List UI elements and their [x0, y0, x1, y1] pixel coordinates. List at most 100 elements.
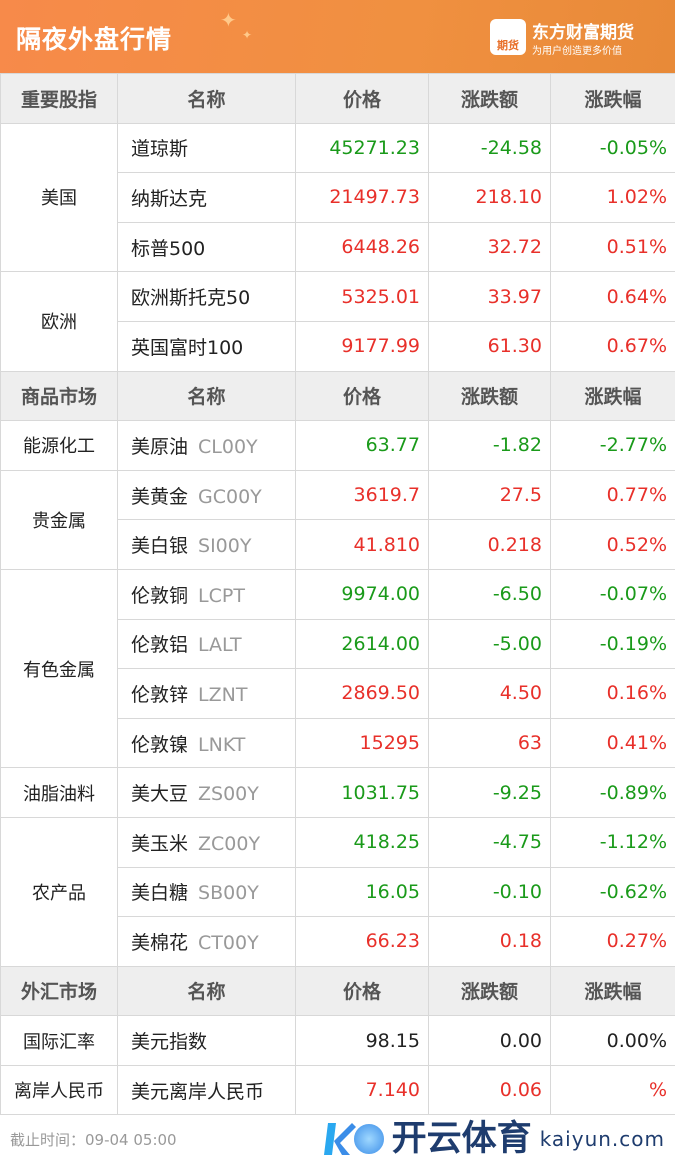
name-text: 伦敦锌 [131, 683, 189, 706]
name-text: 美元指数 [131, 1031, 208, 1054]
instrument-name: 伦敦锌 LZNT [117, 668, 296, 719]
pct-cell: 1.02% [550, 172, 675, 223]
price-cell: 418.25 [295, 816, 429, 868]
table-row[interactable]: 伦敦镍 LNKT 15295 63 0.41% [1, 717, 675, 769]
pct-cell: 0.00% [550, 1015, 675, 1066]
ticker-code: GC00Y [198, 485, 262, 508]
table-row[interactable]: 伦敦铝 LALT 2614.00 -5.00 -0.19% [1, 618, 675, 670]
change-cell: 32.72 [428, 221, 551, 273]
column-header: 价格 [295, 370, 429, 422]
change-cell: -0.10 [428, 866, 551, 918]
instrument-name: 道琼斯 [117, 122, 296, 174]
price-cell: 21497.73 [295, 172, 429, 223]
category-cell: 油脂油料 [0, 767, 118, 818]
change-cell: 0.18 [428, 916, 551, 967]
change-cell: 63 [428, 717, 551, 769]
category-cell: 国际汇率 [0, 1015, 118, 1066]
instrument-name: 标普500 [117, 221, 296, 273]
table-row[interactable]: 油脂油料 美大豆 ZS00Y 1031.75 -9.25 -0.89% [0, 767, 675, 818]
name-text: 标普500 [131, 237, 206, 260]
change-cell: -9.25 [428, 767, 551, 818]
ticker-code: ZS00Y [198, 783, 259, 806]
instrument-name: 伦敦铝 LALT [117, 618, 296, 670]
pct-cell: -0.19% [550, 618, 675, 670]
brand-slogan: 为用户创造更多价值 [532, 46, 622, 57]
pct-cell: 0.77% [550, 469, 675, 521]
table-row[interactable]: 能源化工 美原油 CL00Y 63.77 -1.82 -2.77% [0, 420, 675, 471]
column-header: 重要股指 [0, 73, 118, 124]
pct-cell: -0.89% [550, 767, 675, 818]
table-row[interactable]: 伦敦锌 LZNT 2869.50 4.50 0.16% [1, 668, 675, 719]
section-header-row: 商品市场 名称 价格 涨跌额 涨跌幅 [0, 370, 675, 422]
instrument-name: 纳斯达克 [117, 172, 296, 223]
category-cell: 贵金属 [0, 469, 118, 570]
name-text: 美原油 [131, 435, 189, 458]
price-cell: 3619.7 [295, 469, 429, 521]
pct-cell: -0.05% [550, 122, 675, 174]
column-header: 外汇市场 [0, 965, 118, 1017]
bottom-bar: 截止时间：09-04 05:00 开云体育 kaiyun.com [0, 1115, 675, 1163]
pct-cell: 0.67% [550, 320, 675, 372]
change-cell: 61.30 [428, 320, 551, 372]
section-header-row: 外汇市场 名称 价格 涨跌额 涨跌幅 [0, 965, 675, 1017]
column-header: 涨跌额 [428, 73, 551, 124]
watermark-en: kaiyun.com [539, 1127, 665, 1152]
cutoff-time: 截止时间：09-04 05:00 [10, 1130, 177, 1149]
header-banner: 隔夜外盘行情 ✦ ✦ 期货 东方财富期货 为用户创造更多价值 [0, 0, 675, 73]
name-text: 伦敦铝 [131, 634, 189, 657]
page-title: 隔夜外盘行情 [16, 25, 173, 54]
table-row[interactable]: 美白银 SI00Y 41.810 0.218 0.52% [1, 519, 675, 570]
name-text: 伦敦镍 [131, 733, 189, 756]
column-header: 名称 [117, 965, 296, 1017]
change-cell: -5.00 [428, 618, 551, 670]
kaiyun-watermark: 开云体育 kaiyun.com [322, 1119, 665, 1159]
ticker-code: SI00Y [198, 535, 252, 558]
table-row[interactable]: 标普500 6448.26 32.72 0.51% [1, 221, 675, 273]
table-row[interactable]: 农产品 美玉米 ZC00Y 418.25 -4.75 -1.12% [0, 816, 675, 967]
table-row[interactable]: 离岸人民币 美元离岸人民币 7.140 0.06% [0, 1064, 675, 1116]
column-header: 商品市场 [0, 370, 118, 422]
pct-cell: -2.77% [550, 420, 675, 471]
table-row[interactable]: 美白糖 SB00Y 16.05 -0.10 -0.62% [1, 866, 675, 918]
column-header: 价格 [295, 73, 429, 124]
pct-cell: % [550, 1064, 675, 1116]
name-text: 美大豆 [131, 783, 189, 806]
table-row[interactable]: 国际汇率 美元指数 98.15 0.00 0.00% [0, 1015, 675, 1066]
name-text: 美白银 [131, 535, 189, 558]
price-cell: 15295 [295, 717, 429, 769]
table-row[interactable]: 纳斯达克 21497.73 218.10 1.02% [1, 172, 675, 223]
category-cell: 欧洲 [0, 271, 118, 372]
pct-cell: 0.16% [550, 668, 675, 719]
brand-name: 东方财富期货 [532, 23, 634, 43]
pct-cell: 0.27% [550, 916, 675, 967]
name-text: 英国富时100 [131, 336, 244, 359]
change-cell: 0.06 [428, 1064, 551, 1116]
pct-cell: -0.62% [550, 866, 675, 918]
change-cell: 0.218 [428, 519, 551, 570]
ticker-code: LNKT [198, 733, 246, 756]
table-row[interactable]: 有色金属 伦敦铜 LCPT 9974.00 -6.50 -0.07% [0, 568, 675, 769]
table-row[interactable]: 美棉花 CT00Y 66.23 0.18 0.27% [1, 916, 675, 967]
sparkle-icon: ✦ [220, 8, 237, 32]
pct-cell: -0.07% [550, 568, 675, 620]
instrument-name: 美元离岸人民币 [117, 1064, 296, 1116]
column-header: 价格 [295, 965, 429, 1017]
name-text: 美黄金 [131, 485, 189, 508]
ticker-code: LALT [198, 634, 242, 657]
table-row[interactable]: 欧洲 欧洲斯托克50 5325.01 33.97 0.64% [0, 271, 675, 372]
table-row[interactable]: 贵金属 美黄金 GC00Y 3619.7 27.5 0.77% [0, 469, 675, 570]
change-cell: 4.50 [428, 668, 551, 719]
table-row[interactable]: 英国富时100 9177.99 61.30 0.67% [1, 320, 675, 372]
instrument-name: 美玉米 ZC00Y [117, 816, 296, 868]
change-cell: 33.97 [428, 271, 551, 322]
instrument-name: 欧洲斯托克50 [117, 271, 296, 322]
price-cell: 45271.23 [295, 122, 429, 174]
pct-cell: 0.41% [550, 717, 675, 769]
pct-cell: 0.64% [550, 271, 675, 322]
price-cell: 63.77 [295, 420, 429, 471]
column-header: 涨跌额 [428, 965, 551, 1017]
logo-text: 期货 [497, 39, 519, 52]
price-cell: 66.23 [295, 916, 429, 967]
table-row[interactable]: 美国 道琼斯 45271.23 -24.58 -0.05% [0, 122, 675, 273]
price-cell: 16.05 [295, 866, 429, 918]
